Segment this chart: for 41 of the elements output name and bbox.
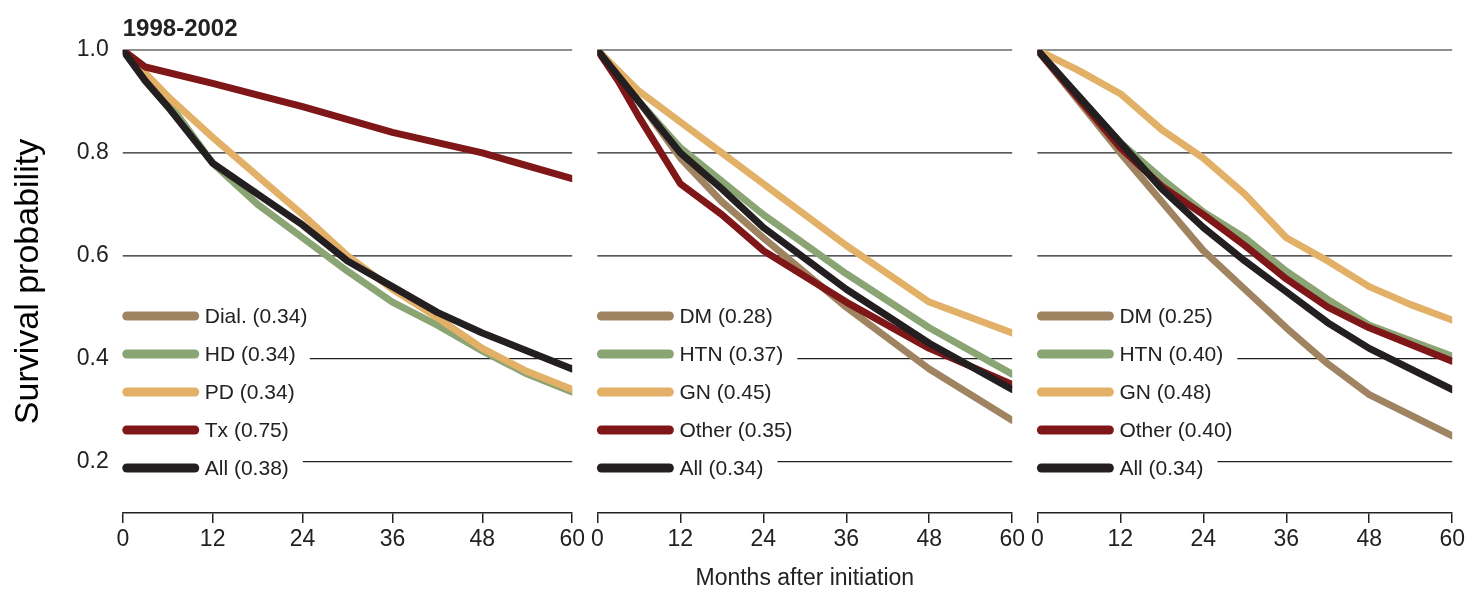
x-tick-label: 0 <box>1031 525 1044 552</box>
x-tick-label: 60 <box>1439 525 1466 552</box>
legend-label: HTN (0.40) <box>1119 341 1224 365</box>
x-tick-label: 24 <box>1190 525 1217 552</box>
y-tick-label: 0.6 <box>76 241 109 268</box>
legend-label: HD (0.34) <box>204 341 296 365</box>
x-tick-label: 36 <box>1273 525 1300 552</box>
y-axis-title: Survival probability <box>6 138 45 425</box>
x-axis-title: Months after initiation <box>695 564 915 590</box>
x-tick-label: 12 <box>1107 525 1134 552</box>
x-tick-label: 24 <box>750 525 777 552</box>
x-tick-label: 48 <box>469 525 496 552</box>
x-tick-label: 36 <box>379 525 406 552</box>
legend-label: GN (0.45) <box>679 379 772 403</box>
legend-label: All (0.34) <box>1119 455 1204 479</box>
y-tick-label: 0.4 <box>76 344 109 371</box>
x-tick-label: 0 <box>591 525 604 552</box>
x-tick-label: 12 <box>199 525 226 552</box>
legend-label: PD (0.34) <box>204 379 295 403</box>
legend-label: Other (0.40) <box>1119 417 1233 441</box>
x-tick-label: 12 <box>667 525 694 552</box>
legend-label: Tx (0.75) <box>204 417 289 441</box>
x-tick-label: 36 <box>833 525 860 552</box>
legend-label: GN (0.48) <box>1119 379 1212 403</box>
x-tick-label: 24 <box>289 525 316 552</box>
legend-label: DM (0.28) <box>679 303 773 327</box>
x-tick-label: 48 <box>916 525 943 552</box>
legend-label: Dial. (0.34) <box>204 303 308 327</box>
y-tick-label: 0.8 <box>76 138 109 165</box>
legend-label: Other (0.35) <box>679 417 793 441</box>
legend-label: DM (0.25) <box>1119 303 1213 327</box>
x-tick-label: 60 <box>559 525 586 552</box>
legend-label: All (0.38) <box>204 455 289 479</box>
x-tick-label: 48 <box>1356 525 1383 552</box>
y-tick-label: 1.0 <box>76 35 109 62</box>
x-tick-label: 0 <box>116 525 130 552</box>
legend-label: All (0.34) <box>679 455 764 479</box>
legend-label: HTN (0.37) <box>679 341 784 365</box>
chart-title: 1998-2002 <box>122 14 238 41</box>
y-tick-label: 0.2 <box>76 446 109 473</box>
x-tick-label: 60 <box>999 525 1026 552</box>
